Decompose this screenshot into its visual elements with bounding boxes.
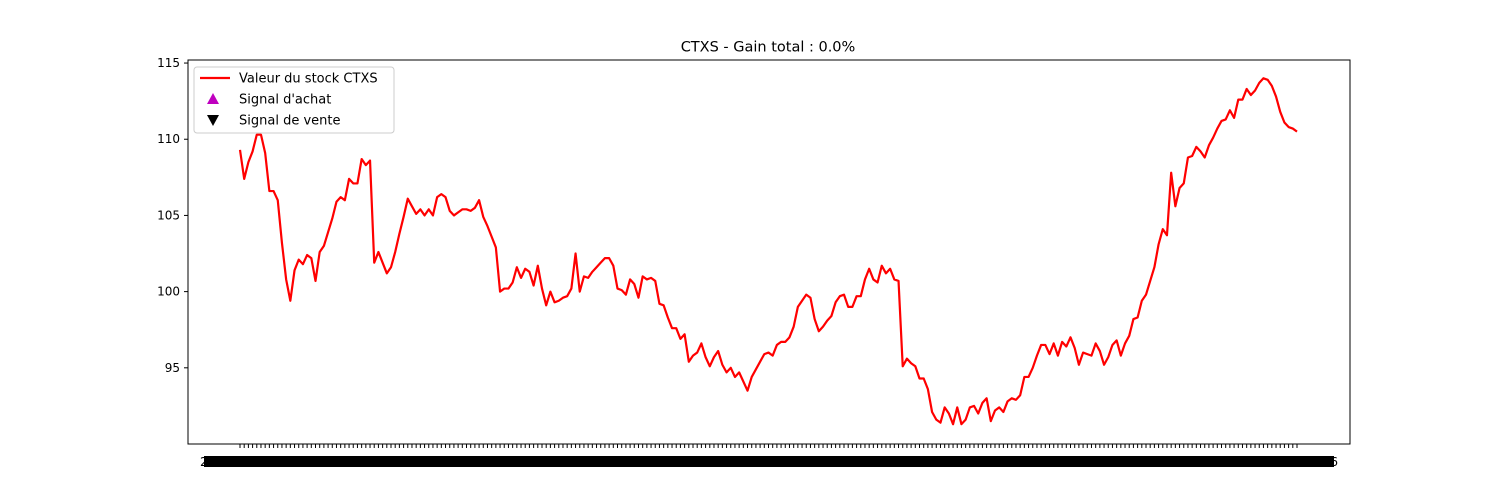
y-tick-label: 115 bbox=[157, 56, 180, 70]
y-tick-label: 110 bbox=[157, 132, 180, 146]
y-tick-label: 100 bbox=[157, 285, 180, 299]
series-line-stock-value bbox=[238, 77, 1298, 426]
x-tick-labels-overlap bbox=[204, 456, 1334, 467]
x-tick-label-first: 2018 bbox=[200, 455, 231, 469]
legend-triangle-up-icon bbox=[207, 93, 219, 104]
y-axis: 95 100 105 110 115 bbox=[157, 56, 188, 375]
axes-frame bbox=[187, 59, 1351, 445]
legend-triangle-down-icon bbox=[207, 115, 219, 126]
chart-title: CTXS - Gain total : 0.0% bbox=[681, 40, 856, 56]
x-tick-label-last: 2019-06 bbox=[1288, 455, 1338, 469]
y-tick-label: 105 bbox=[157, 208, 180, 222]
legend: Valeur du stock CTXS Signal d'achat Signal… bbox=[193, 66, 395, 134]
legend-label: Valeur du stock CTXS bbox=[239, 72, 378, 87]
plot-area bbox=[238, 77, 1298, 426]
y-tick-label: 95 bbox=[165, 361, 180, 375]
legend-box bbox=[193, 66, 395, 134]
legend-label: Signal de vente bbox=[239, 114, 340, 129]
legend-label: Signal d'achat bbox=[239, 93, 331, 108]
x-axis: 2018 2019-06 bbox=[200, 444, 1338, 469]
